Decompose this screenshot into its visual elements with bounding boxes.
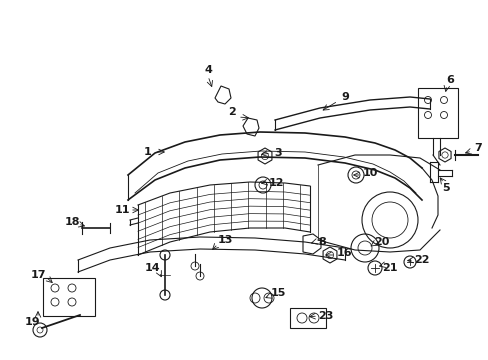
Bar: [43, 278, 95, 316]
Text: 16: 16: [336, 248, 351, 258]
Text: 1: 1: [144, 147, 152, 157]
Text: 12: 12: [268, 178, 283, 188]
Text: 2: 2: [228, 107, 235, 117]
Text: 23: 23: [318, 311, 333, 321]
Text: 18: 18: [64, 217, 80, 227]
Text: 5: 5: [441, 183, 449, 193]
Text: 13: 13: [217, 235, 232, 245]
Text: 21: 21: [382, 263, 397, 273]
Bar: [417, 88, 457, 138]
Text: 7: 7: [473, 143, 481, 153]
Text: 6: 6: [445, 75, 453, 85]
Text: 4: 4: [203, 65, 211, 75]
Text: 8: 8: [318, 237, 325, 247]
Text: 17: 17: [30, 270, 46, 280]
Text: 3: 3: [274, 148, 281, 158]
Text: 19: 19: [24, 317, 40, 327]
Text: 22: 22: [413, 255, 429, 265]
Text: 14: 14: [145, 263, 161, 273]
Text: 11: 11: [114, 205, 129, 215]
Text: 10: 10: [362, 168, 377, 178]
Text: 20: 20: [373, 237, 389, 247]
Bar: [289, 308, 325, 328]
Text: 15: 15: [270, 288, 285, 298]
Text: 9: 9: [340, 92, 348, 102]
